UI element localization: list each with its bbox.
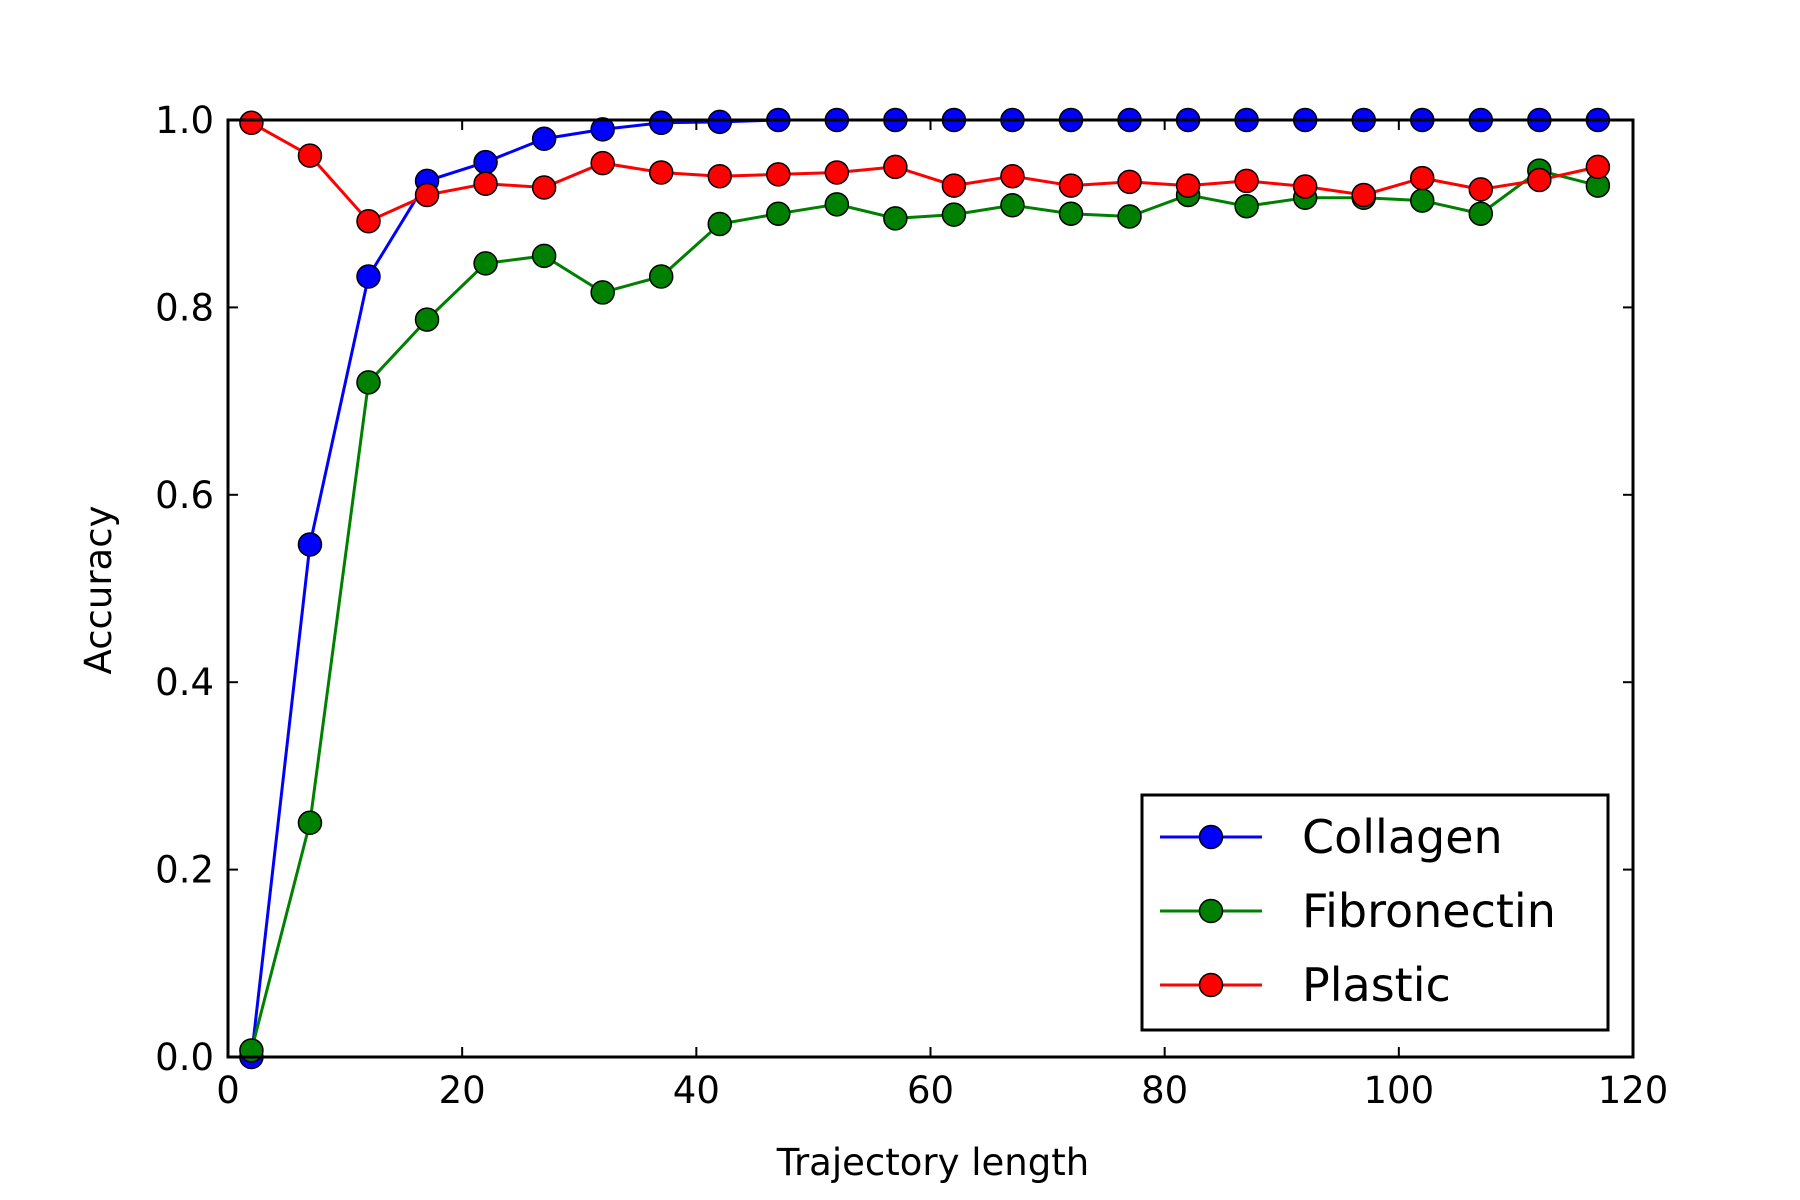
- data-point: [473, 251, 498, 276]
- data-point: [590, 117, 615, 142]
- data-point: [824, 192, 850, 217]
- legend-label: Plastic: [1302, 958, 1451, 1012]
- x-axis-label: Trajectory length: [776, 1141, 1089, 1184]
- data-point: [531, 126, 557, 151]
- data-point: [707, 163, 732, 189]
- data-point: [1117, 204, 1142, 229]
- data-point: [648, 160, 674, 185]
- x-tick-label: 0: [216, 1069, 240, 1112]
- legend-item-collagen: Collagen: [1160, 810, 1503, 864]
- data-point: [766, 201, 791, 226]
- series-layer: [239, 107, 1611, 1070]
- data-point: [356, 208, 381, 234]
- data-point: [1175, 173, 1201, 198]
- data-point: [766, 162, 791, 187]
- y-tick-label: 0.8: [155, 286, 214, 329]
- y-tick-label: 0.0: [155, 1036, 214, 1079]
- data-point: [1234, 168, 1259, 194]
- legend-marker: [1198, 824, 1224, 850]
- x-tick-label: 40: [673, 1069, 720, 1112]
- data-point: [1351, 182, 1376, 208]
- data-point: [648, 110, 674, 136]
- data-point: [941, 202, 967, 227]
- data-point: [1000, 193, 1025, 218]
- data-point: [707, 211, 732, 237]
- data-point: [1000, 163, 1025, 189]
- y-tick-label: 0.6: [155, 474, 214, 517]
- data-point: [297, 532, 323, 557]
- y-tick-label: 0.2: [155, 849, 214, 892]
- data-point: [1410, 188, 1435, 213]
- data-point: [473, 171, 498, 196]
- data-point: [1234, 193, 1259, 219]
- data-point: [648, 264, 674, 289]
- data-point: [414, 307, 440, 332]
- legend-marker: [1198, 898, 1224, 924]
- data-point: [1468, 201, 1494, 226]
- data-point: [1527, 167, 1552, 193]
- x-tick-label: 20: [439, 1069, 486, 1112]
- legend-item-fibronectin: Fibronectin: [1160, 884, 1556, 938]
- data-point: [941, 173, 967, 198]
- data-point: [1410, 165, 1435, 191]
- y-tick-label: 0.4: [155, 661, 214, 704]
- y-axis-label: Accuracy: [77, 506, 120, 675]
- data-point: [297, 143, 323, 168]
- data-point: [531, 243, 557, 269]
- data-point: [883, 154, 908, 180]
- data-point: [356, 264, 381, 289]
- legend-marker: [1198, 972, 1224, 998]
- legend-label: Collagen: [1302, 810, 1503, 864]
- data-point: [414, 182, 440, 208]
- y-tick-label: 1.0: [155, 99, 214, 142]
- data-point: [297, 810, 323, 835]
- series-collagen: [239, 107, 1611, 1070]
- data-point: [239, 110, 264, 136]
- data-point: [1058, 173, 1084, 198]
- x-tick-label: 60: [907, 1069, 954, 1112]
- data-point: [707, 109, 732, 135]
- data-point: [1585, 154, 1611, 180]
- data-point: [590, 280, 615, 305]
- ticks-layer: 0 20 40 60 80 100 120 0.0 0.2 0.4 0.6 0.8 1.0: [155, 99, 1668, 1112]
- x-tick-label: 100: [1364, 1069, 1435, 1112]
- data-point: [1058, 201, 1084, 226]
- data-point: [883, 206, 908, 231]
- data-point: [356, 370, 381, 395]
- legend: Collagen Fibronectin Plastic: [1140, 793, 1610, 1032]
- series-plastic: [239, 110, 1611, 234]
- data-point: [824, 160, 850, 185]
- data-point: [590, 150, 615, 176]
- data-point: [1292, 174, 1318, 199]
- legend-item-plastic: Plastic: [1160, 958, 1451, 1012]
- x-tick-label: 120: [1598, 1069, 1669, 1112]
- legend-label: Fibronectin: [1302, 884, 1556, 938]
- data-point: [1117, 169, 1142, 195]
- data-point: [531, 175, 557, 200]
- data-point: [1468, 177, 1494, 202]
- data-point: [473, 149, 498, 175]
- x-tick-label: 80: [1141, 1069, 1188, 1112]
